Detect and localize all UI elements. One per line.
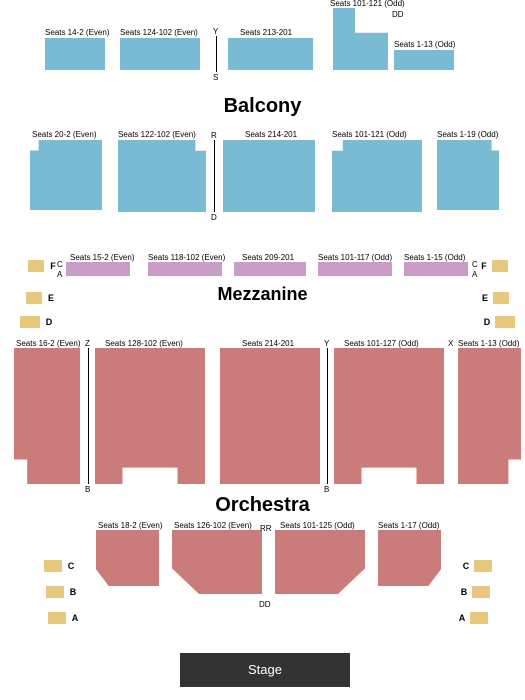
orch-box-right-letter-2: A — [456, 613, 468, 623]
balcony-upper-block-3[interactable] — [333, 8, 388, 70]
stage: Stage — [180, 653, 350, 687]
balcony-upper-row-line — [216, 36, 217, 72]
balcony-lower-block-2[interactable] — [223, 140, 315, 212]
orch-upper-block-3[interactable] — [334, 348, 444, 484]
orch-lower-block-3[interactable] — [378, 530, 441, 586]
balcony-lower-label-4: Seats 1-19 (Odd) — [437, 130, 498, 139]
mezz-label-3: Seats 101-117 (Odd) — [318, 253, 392, 262]
balcony-upper-label-0: Seats 14-2 (Even) — [45, 28, 109, 37]
orch-lower-block-2[interactable] — [275, 530, 365, 594]
orch-box-left-letter-1: B — [67, 587, 79, 597]
balcony-lower-block-3[interactable] — [332, 140, 422, 212]
balcony-lower-block-1[interactable] — [118, 140, 206, 212]
orch-row-r-top: X — [448, 339, 453, 348]
balcony-lower-label-3: Seats 101-121 (Odd) — [332, 130, 407, 139]
orch-lower-label-0: Seats 18-2 (Even) — [98, 521, 162, 530]
mezz-left_rows-bot: A — [57, 270, 62, 279]
balcony-upper-block-4[interactable] — [394, 50, 454, 70]
orch-row_m-top: Y — [324, 339, 329, 348]
orch-lower-label-3: Seats 1-17 (Odd) — [378, 521, 439, 530]
mezz-box-right-0[interactable] — [492, 260, 508, 272]
balcony-upper-label-4: Seats 1-13 (Odd) — [394, 40, 455, 49]
balcony-upper-block-1[interactable] — [120, 38, 200, 70]
orch-lower-label-2: Seats 101-125 (Odd) — [280, 521, 355, 530]
balcony-dd-label: DD — [392, 10, 404, 19]
orch-upper-block-0[interactable] — [14, 348, 80, 484]
orch-upper-block-4[interactable] — [458, 348, 521, 484]
balcony-title: Balcony — [0, 95, 525, 118]
balcony-upper-row-top: Y — [213, 27, 218, 36]
balcony-lower-block-0[interactable] — [30, 140, 102, 210]
orchestra-title: Orchestra — [0, 494, 525, 517]
balcony-lower-block-4[interactable] — [437, 140, 499, 210]
orch-lower-block-1[interactable] — [172, 530, 262, 594]
balcony-lower-row-top: R — [211, 131, 217, 140]
mezz-box-left-0[interactable] — [28, 260, 44, 272]
orch-lower-label-1: Seats 126-102 (Even) — [174, 521, 252, 530]
mezzanine-title: Mezzanine — [0, 284, 525, 305]
mezz-right_rows-top: C — [472, 260, 478, 269]
orch-box-left-1[interactable] — [46, 586, 64, 598]
balcony-upper-block-0[interactable] — [45, 38, 105, 70]
orch-box-right-0[interactable] — [474, 560, 492, 572]
mezz-box-right-letter-2: D — [481, 317, 493, 327]
orch-row_l-top: Z — [85, 339, 90, 348]
orch-rr: RR — [260, 524, 272, 533]
orch-box-right-letter-1: B — [458, 587, 470, 597]
mezz-label-4: Seats 1-15 (Odd) — [404, 253, 465, 262]
orch-box-left-letter-2: A — [69, 613, 81, 623]
balcony-lower-row-line — [214, 140, 215, 212]
mezz-label-0: Seats 15-2 (Even) — [70, 253, 134, 262]
balcony-upper-label-3: Seats 101-121 (Odd) — [330, 0, 405, 8]
mezz-label-2: Seats 209-201 — [242, 253, 294, 262]
balcony-upper-row-bot: S — [213, 73, 218, 82]
orch-upper-label-3: Seats 101-127 (Odd) — [344, 339, 419, 348]
orch-lower-block-0[interactable] — [96, 530, 159, 586]
mezz-box-left-letter-0: F — [47, 261, 59, 271]
balcony-lower-row-bot: D — [211, 213, 217, 222]
orch-upper-label-2: Seats 214-201 — [242, 339, 294, 348]
orch-box-right-letter-0: C — [460, 561, 472, 571]
mezz-block-0[interactable] — [66, 262, 130, 276]
mezz-box-left-letter-2: D — [43, 317, 55, 327]
orch-upper-block-1[interactable] — [95, 348, 205, 484]
orch-box-left-0[interactable] — [44, 560, 62, 572]
orch-upper-block-2[interactable] — [220, 348, 320, 484]
mezz-box-left-2[interactable] — [20, 316, 40, 328]
orch-row_m-bot: B — [324, 485, 329, 494]
orch-row_m — [327, 348, 328, 484]
orch-box-right-1[interactable] — [472, 586, 490, 598]
mezz-box-right-letter-0: F — [478, 261, 490, 271]
orch-dd: DD — [259, 600, 271, 609]
balcony-upper-label-2: Seats 213-201 — [240, 28, 292, 37]
orch-box-left-letter-0: C — [65, 561, 77, 571]
orch-upper-label-4: Seats 1-13 (Odd) — [458, 339, 519, 348]
orch-row_l-bot: B — [85, 485, 90, 494]
balcony-lower-label-1: Seats 122-102 (Even) — [118, 130, 196, 139]
orch-box-left-2[interactable] — [48, 612, 66, 624]
mezz-block-1[interactable] — [148, 262, 222, 276]
mezz-block-4[interactable] — [404, 262, 468, 276]
mezz-right_rows-bot: A — [472, 270, 477, 279]
orch-upper-label-0: Seats 16-2 (Even) — [16, 339, 80, 348]
balcony-lower-label-2: Seats 214-201 — [245, 130, 297, 139]
orch-box-right-2[interactable] — [470, 612, 488, 624]
mezz-block-2[interactable] — [234, 262, 306, 276]
balcony-upper-block-2[interactable] — [228, 38, 313, 70]
balcony-upper-label-1: Seats 124-102 (Even) — [120, 28, 198, 37]
mezz-block-3[interactable] — [318, 262, 392, 276]
orch-row_l — [88, 348, 89, 484]
mezz-label-1: Seats 118-102 (Even) — [148, 253, 225, 262]
balcony-lower-label-0: Seats 20-2 (Even) — [32, 130, 96, 139]
mezz-box-right-2[interactable] — [495, 316, 515, 328]
orch-upper-label-1: Seats 128-102 (Even) — [105, 339, 183, 348]
